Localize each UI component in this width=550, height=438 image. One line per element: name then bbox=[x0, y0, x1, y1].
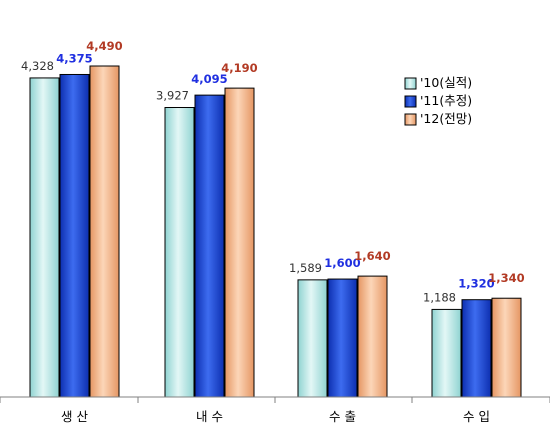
data-label: 4,328 bbox=[21, 59, 54, 73]
data-label: 1,340 bbox=[488, 271, 524, 285]
data-label: 1,600 bbox=[324, 256, 360, 270]
bars-layer bbox=[29, 65, 522, 398]
bar-series-3-category-3 bbox=[357, 275, 388, 398]
data-label: 3,927 bbox=[156, 89, 189, 103]
bar-series-2-category-4 bbox=[461, 299, 492, 398]
x-tick-label: 생 산 bbox=[61, 409, 88, 424]
x-tick-label: 수 입 bbox=[463, 409, 490, 424]
legend-label: '12(전망) bbox=[420, 111, 472, 126]
legend-label: '11(추정) bbox=[420, 93, 472, 108]
legend-swatch bbox=[404, 113, 417, 126]
legend-swatch bbox=[404, 77, 417, 90]
bar-series-1-category-3 bbox=[297, 279, 328, 398]
data-label: 1,320 bbox=[458, 277, 494, 291]
data-label: 1,640 bbox=[354, 249, 390, 263]
bar-series-1-category-1 bbox=[29, 77, 60, 398]
bar-series-3-category-2 bbox=[224, 87, 255, 398]
bar-series-3-category-4 bbox=[491, 297, 522, 398]
legend-swatch bbox=[404, 95, 417, 108]
data-label: 4,375 bbox=[56, 51, 92, 65]
legend: '10(실적) '11(추정) '12(전망) bbox=[404, 75, 472, 126]
bar-series-3-category-1 bbox=[89, 65, 120, 398]
bar-series-1-category-4 bbox=[431, 308, 462, 398]
bar-series-2-category-3 bbox=[327, 278, 358, 398]
data-label: 1,188 bbox=[423, 290, 456, 304]
data-label: 1,589 bbox=[289, 261, 322, 275]
x-tick-label: 내 수 bbox=[196, 409, 223, 424]
data-label: 4,095 bbox=[191, 72, 227, 86]
bar-series-2-category-2 bbox=[194, 94, 225, 398]
bar-series-1-category-2 bbox=[164, 107, 195, 398]
legend-label: '10(실적) bbox=[420, 75, 472, 90]
data-label: 4,490 bbox=[86, 39, 122, 53]
data-label: 4,190 bbox=[221, 61, 257, 75]
bar-series-2-category-1 bbox=[59, 73, 90, 398]
x-tick-label: 수 출 bbox=[329, 409, 356, 424]
